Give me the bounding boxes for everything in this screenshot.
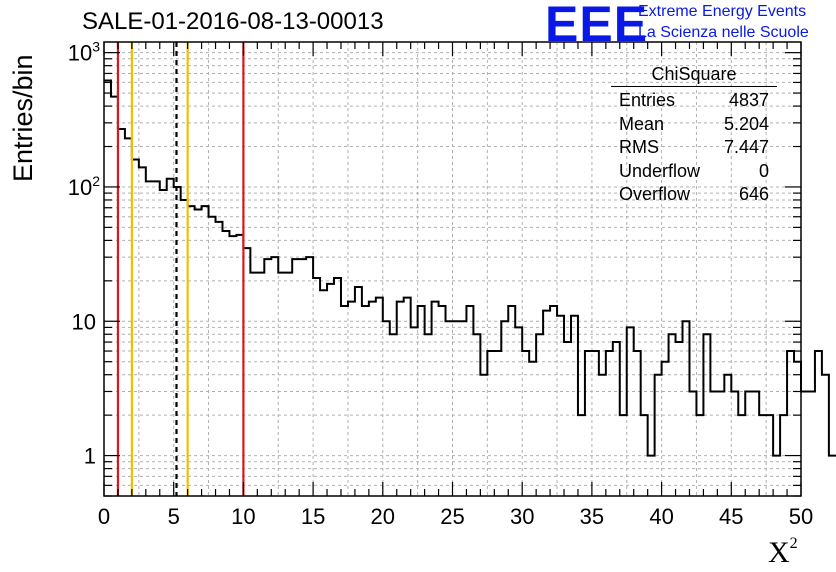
eee-logo: EEE bbox=[545, 0, 649, 52]
chart-title: SALE-01-2016-08-13-00013 bbox=[82, 8, 384, 35]
x-tick-label: 20 bbox=[371, 504, 395, 529]
histogram-series bbox=[104, 79, 836, 457]
stats-row-underflow: Underflow 0 bbox=[619, 160, 769, 181]
stats-row-mean: Mean 5.204 bbox=[619, 113, 769, 134]
x-tick-label: 35 bbox=[580, 504, 604, 529]
y-tick-label: 1 bbox=[84, 444, 96, 469]
x-tick-label: 10 bbox=[231, 504, 255, 529]
stats-title: ChiSquare bbox=[611, 64, 777, 87]
y-tick-label: 102 bbox=[68, 173, 100, 200]
stats-row-rms: RMS 7.447 bbox=[619, 137, 769, 158]
x-tick-label: 45 bbox=[719, 504, 743, 529]
x-tick-label: 5 bbox=[168, 504, 180, 529]
x-axis-label: X2 bbox=[768, 535, 798, 569]
logo-line-2: La Scienza nelle Scuole bbox=[638, 24, 809, 41]
x-tick-label: 15 bbox=[301, 504, 325, 529]
stats-row-entries: Entries 4837 bbox=[619, 90, 769, 110]
y-tick-label: 103 bbox=[68, 39, 100, 66]
y-tick-label: 10 bbox=[72, 309, 96, 334]
logo-line-1: Extreme Energy Events bbox=[638, 3, 807, 20]
x-tick-label: 50 bbox=[789, 504, 813, 529]
x-tick-label: 40 bbox=[649, 504, 673, 529]
x-tick-label: 30 bbox=[510, 504, 534, 529]
stats-row-overflow: Overflow 646 bbox=[619, 184, 769, 205]
stats-box: ChiSquare Entries 4837 Mean 5.204 RMS 7.447… bbox=[611, 64, 777, 207]
x-tick-label: 25 bbox=[440, 504, 464, 529]
y-axis-label: Entries/bin bbox=[8, 54, 38, 182]
x-tick-label: 0 bbox=[98, 504, 110, 529]
